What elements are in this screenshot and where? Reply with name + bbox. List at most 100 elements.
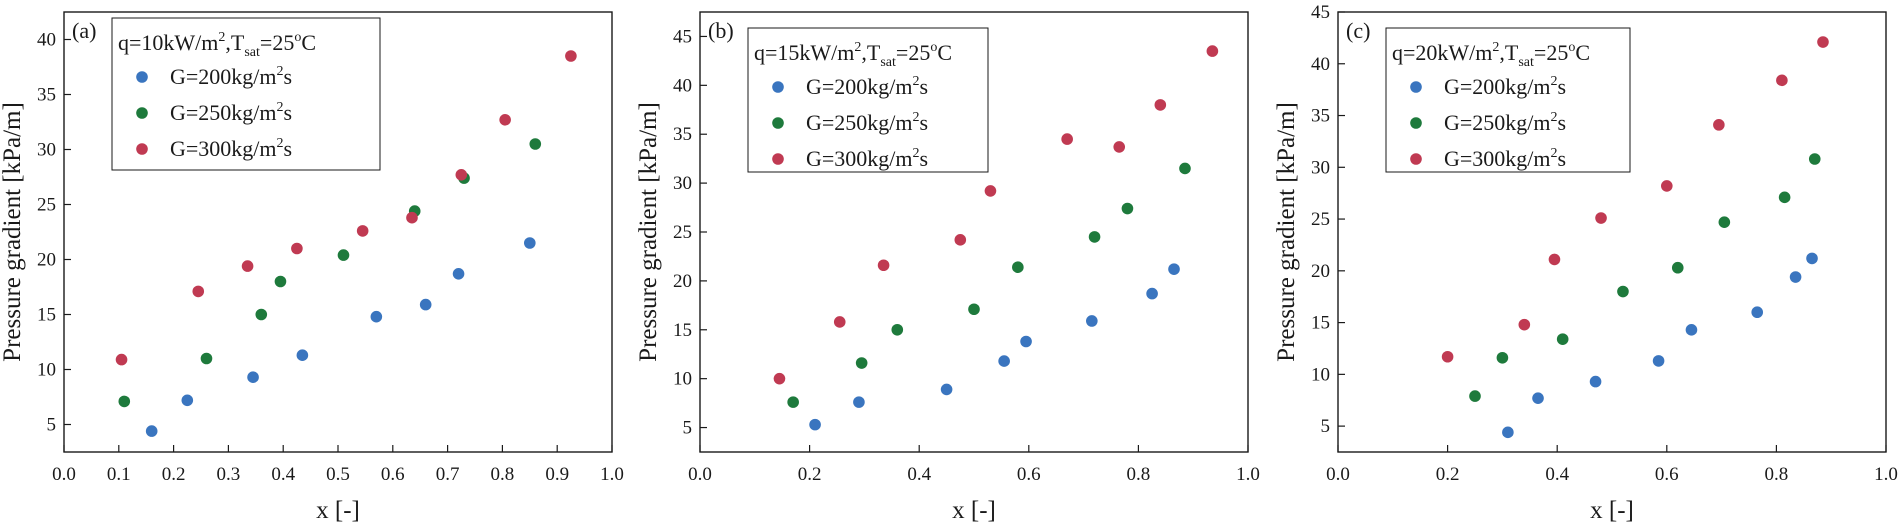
data-point-s200 <box>524 237 536 249</box>
plot-frame <box>1337 11 1887 453</box>
x-tick-label: 0.6 <box>1017 464 1041 485</box>
data-point-s300 <box>954 234 967 246</box>
legend-marker-s200 <box>136 71 148 83</box>
data-point-s200 <box>370 310 383 323</box>
x-tick-label: 0.6 <box>381 464 405 485</box>
x-tick-label: 0.0 <box>1326 464 1350 485</box>
x-tick-label: 1.0 <box>1236 464 1260 485</box>
x-tick-label: 1.0 <box>1874 464 1898 485</box>
data-point-s250 <box>855 357 868 369</box>
data-point-s200 <box>998 355 1010 367</box>
data-point-s200 <box>452 268 465 280</box>
x-tick-label: 0.9 <box>545 464 569 485</box>
data-point-s300 <box>499 114 511 126</box>
data-point-s200 <box>1806 252 1818 265</box>
data-point-s300 <box>773 372 786 385</box>
x-tick-label: 0.7 <box>436 464 460 485</box>
data-point-s200 <box>296 349 309 362</box>
x-tick-label: 0.2 <box>162 464 186 485</box>
y-tick-label: 10 <box>37 360 56 381</box>
y-axis-title: Pressure gradient [kPa/m] <box>1273 102 1300 362</box>
y-tick-label: 25 <box>673 222 692 243</box>
data-point-s200 <box>419 298 432 311</box>
y-tick-label: 25 <box>1311 209 1330 230</box>
data-point-s300 <box>1061 133 1073 145</box>
data-point-s200 <box>181 394 194 407</box>
y-tick-label: 10 <box>673 369 692 390</box>
y-tick-label: 15 <box>37 305 56 326</box>
data-point-s200 <box>1685 324 1698 336</box>
data-point-s200 <box>1751 306 1764 319</box>
legend-condition-title: q=15kW/m2,Tsat=25oC <box>754 40 952 70</box>
x-tick-label: 0.1 <box>107 464 131 485</box>
data-point-s300 <box>1817 36 1829 48</box>
data-point-s300 <box>1661 180 1673 192</box>
data-point-s250 <box>1671 261 1684 274</box>
data-point-s250 <box>255 308 268 321</box>
data-point-s200 <box>1020 335 1032 348</box>
data-point-s200 <box>1652 355 1665 367</box>
x-axis-title: x [-] <box>1590 497 1634 524</box>
data-point-s300 <box>565 50 577 62</box>
data-point-s250 <box>1469 390 1481 402</box>
data-point-s250 <box>1088 231 1101 243</box>
x-tick-label: 0.8 <box>1127 464 1151 485</box>
data-point-s200 <box>1589 375 1602 388</box>
data-point-s250 <box>1778 191 1791 204</box>
chart-panel-1: 0.0 0.1 0.2 0.3 0.4 0.5 0.6 0.7 0.8 0.9 1.0 5 10 15 20… <box>0 11 624 524</box>
data-point-s250 <box>118 395 131 408</box>
legend-marker-s300 <box>772 153 784 165</box>
y-tick-label: 20 <box>673 271 692 292</box>
x-tick-label: 0.5 <box>326 464 350 485</box>
legend-marker-s200 <box>1410 81 1422 93</box>
x-tick-label: 0.4 <box>907 464 931 485</box>
x-tick-label: 0.2 <box>798 464 822 485</box>
y-tick-label: 30 <box>673 173 692 194</box>
data-point-s250 <box>1121 202 1134 215</box>
legend-entry-s200: G=200kg/m2s <box>806 74 928 99</box>
data-point-s250 <box>968 303 980 316</box>
data-point-s300 <box>1548 253 1561 266</box>
data-point-s250 <box>1496 351 1509 364</box>
data-point-s200 <box>145 425 158 437</box>
y-tick-label: 40 <box>1311 54 1330 75</box>
legend-entry-s300: G=300kg/m2s <box>170 136 292 161</box>
y-tick-label: 45 <box>673 26 692 47</box>
data-point-s300 <box>356 225 369 237</box>
data-point-s300 <box>1154 99 1167 111</box>
y-tick-label: 20 <box>1311 261 1330 282</box>
legend-entry-s200: G=200kg/m2s <box>170 64 292 89</box>
y-tick-label: 15 <box>673 320 692 341</box>
legend-entry-s250: G=250kg/m2s <box>806 110 928 135</box>
y-tick-label: 5 <box>683 418 693 439</box>
y-tick-label: 35 <box>673 124 692 145</box>
data-point-s250 <box>200 352 213 365</box>
data-point-s300 <box>1518 318 1531 331</box>
y-tick-label: 30 <box>37 140 56 161</box>
legend-marker-s250 <box>1410 117 1422 129</box>
y-tick-label: 25 <box>37 195 56 216</box>
data-point-s200 <box>809 418 821 431</box>
panel-label: (b) <box>708 18 734 43</box>
panel-label: (c) <box>1346 18 1370 43</box>
data-point-s250 <box>274 275 287 288</box>
data-point-s200 <box>1789 271 1802 283</box>
data-point-s300 <box>1776 74 1788 87</box>
x-tick-label: 0.2 <box>1436 464 1460 485</box>
data-point-s200 <box>1146 287 1158 300</box>
data-point-s300 <box>1595 212 1607 224</box>
x-tick-label: 1.0 <box>600 464 624 485</box>
data-point-s300 <box>192 285 205 298</box>
legend-marker-s300 <box>1410 153 1422 165</box>
x-tick-label: 0.6 <box>1655 464 1679 485</box>
data-point-s300 <box>1206 45 1219 57</box>
panel-label: (a) <box>72 18 96 43</box>
data-point-s200 <box>1532 392 1544 404</box>
y-tick-label: 40 <box>37 30 56 51</box>
legend-marker-s250 <box>772 117 784 129</box>
data-point-s250 <box>1556 333 1569 345</box>
legend-box <box>111 17 381 171</box>
y-tick-label: 30 <box>1311 157 1330 178</box>
data-point-s300 <box>833 316 846 328</box>
y-tick-label: 45 <box>1311 2 1330 23</box>
